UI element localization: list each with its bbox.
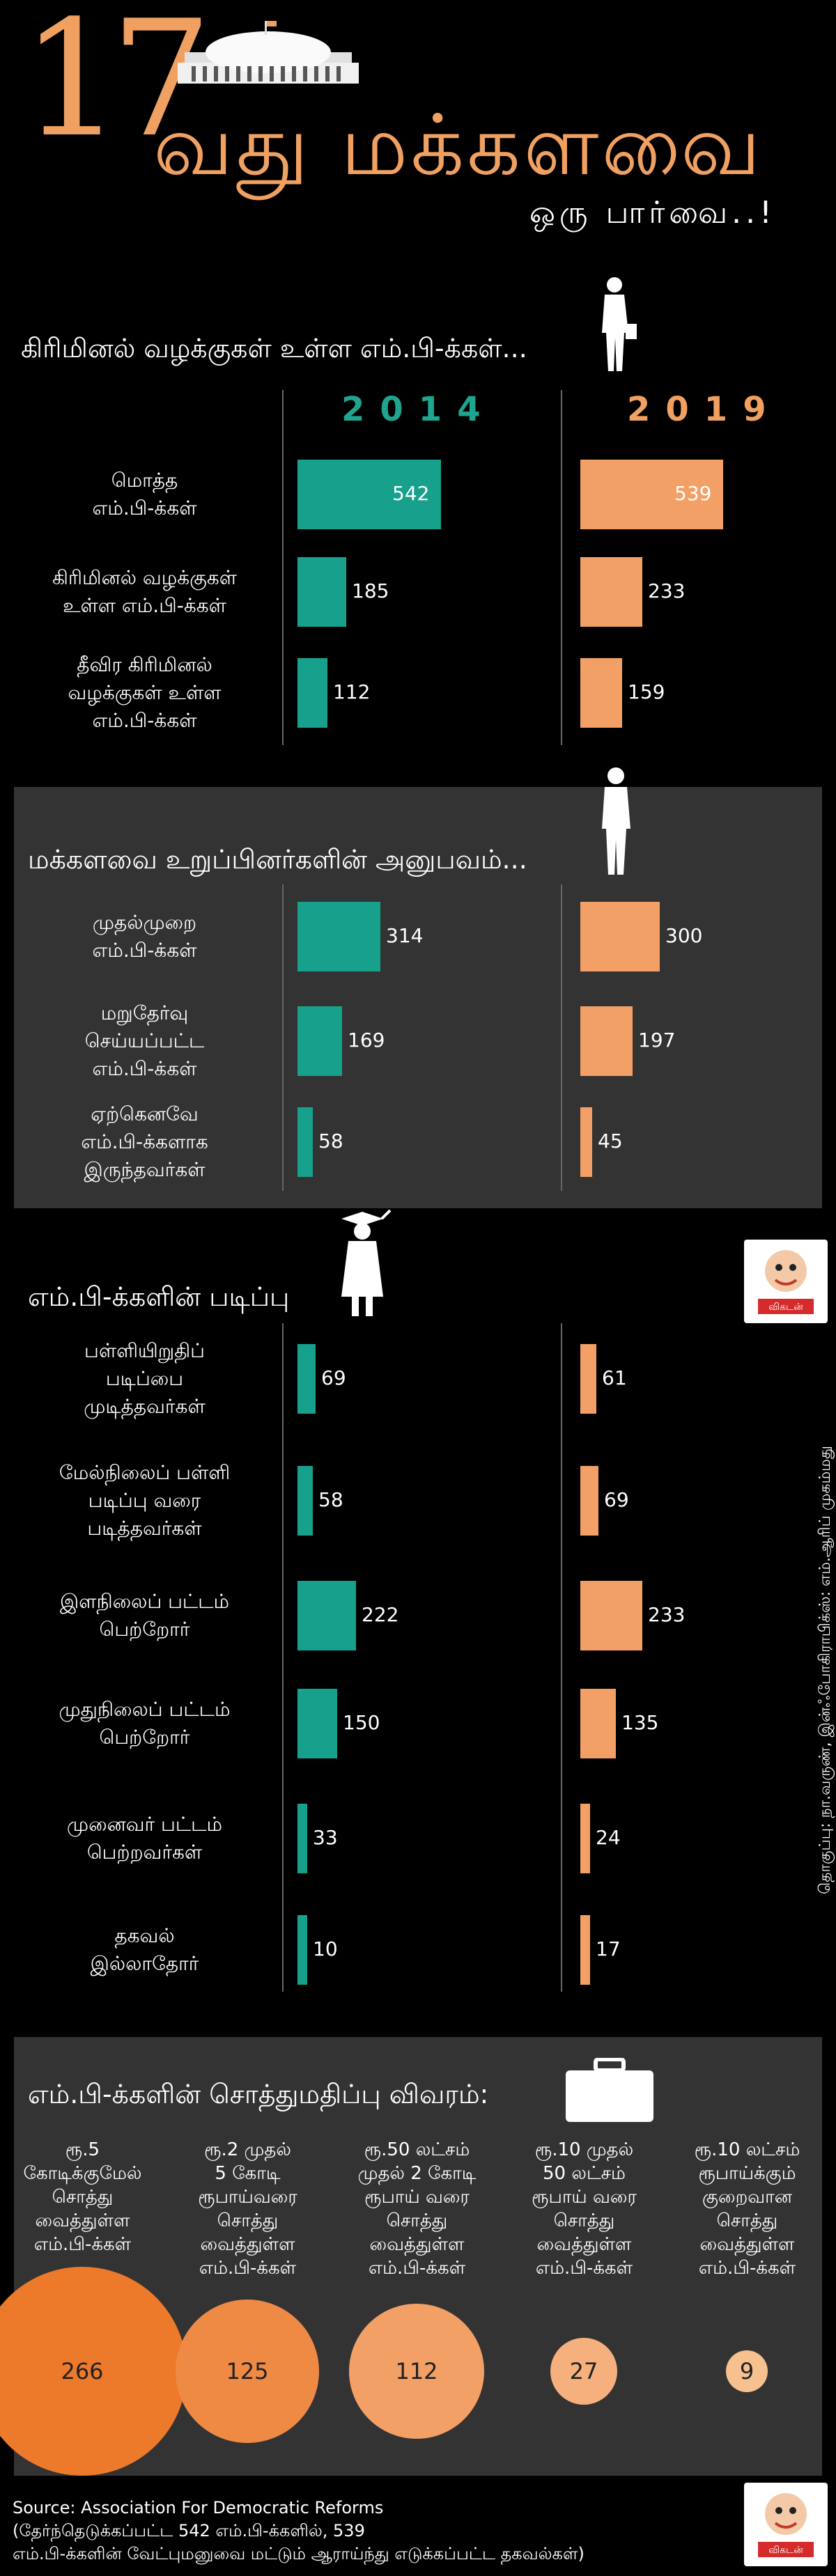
criminal-value-2019-1: 233 <box>648 579 686 602</box>
logo-text: விகடன் <box>768 1302 803 1313</box>
vikatan-logo-footer-icon: விகடன் <box>744 2483 828 2566</box>
axis-2019 <box>561 390 562 745</box>
asset-label-4: ரூ.10 லட்சம் ரூபாய்க்கும் குறைவான சொத்து வைத… <box>694 2139 800 2279</box>
criminal-value-2014-2: 112 <box>333 680 371 703</box>
criminal-bar-2014-2 <box>297 658 327 728</box>
criminal-value-2014-0: 542 <box>392 482 430 505</box>
criminal-bar-2019-1 <box>580 557 642 627</box>
education-value-2014-5: 10 <box>313 1937 338 1960</box>
experience-label-2: ஏற்கெனவே எம்.பி-க்களாக இருந்தவர்கள் <box>81 1102 208 1181</box>
education-value-2014-4: 33 <box>313 1826 338 1849</box>
education-value-2014-1: 58 <box>318 1488 343 1511</box>
experience-value-2014-2: 58 <box>318 1130 343 1153</box>
axis-2014-s3 <box>282 1323 284 1992</box>
section-criminal-title: கிரிமினல் வழக்குகள் உள்ள எம்.பி-க்கள்... <box>21 333 527 364</box>
criminal-label-2: தீவிர கிரிமினல் வழக்குகள் உள்ள எம்.பி-க்கள… <box>68 653 222 732</box>
education-value-2014-3: 150 <box>343 1711 380 1734</box>
education-value-2019-4: 24 <box>596 1826 621 1849</box>
experience-bar-2019-0 <box>580 902 660 971</box>
asset-bubble-0: 266 <box>0 2267 187 2476</box>
header-subtitle: ஒரு பார்வை..! <box>529 195 776 231</box>
section-assets-title: எம்.பி-க்களின் சொத்துமதிப்பு விவரம்: <box>28 2079 489 2109</box>
walking-man-icon <box>602 767 630 875</box>
experience-bar-2014-1 <box>297 1006 342 1076</box>
education-bar-2019-4 <box>580 1804 590 1873</box>
credit-line: தொகுப்பு: நா.வருண், இன்ஃபோகிராபிக்ஸ்: எம… <box>816 1446 834 1894</box>
axis-2014 <box>282 390 284 745</box>
education-label-5: தகவல் இல்லாதோர் <box>90 1924 199 1975</box>
experience-label-1: மறுதேர்வு செய்யப்பட்ட எம்.பி-க்கள் <box>84 1001 205 1080</box>
education-value-2019-0: 61 <box>602 1366 627 1389</box>
education-label-0: பள்ளியிறுதிப் படிப்பை முடித்தவர்கள் <box>84 1339 206 1418</box>
source-line-2: (தேர்ந்தெடுக்கப்பட்ட 542 எம்.பி-க்களில்,… <box>13 2521 365 2540</box>
education-value-2014-0: 69 <box>321 1366 346 1389</box>
asset-bubble-1: 125 <box>176 2300 319 2443</box>
source-note: Source: Association For Democratic Refor… <box>13 2497 585 2566</box>
experience-label-0: முதல்முறை எம்.பி-க்கள் <box>92 911 197 962</box>
education-value-2019-1: 69 <box>604 1488 629 1511</box>
education-bar-2014-2 <box>297 1581 356 1650</box>
logo-text-footer: விகடன் <box>768 2545 803 2556</box>
criminal-value-2019-2: 159 <box>628 680 665 703</box>
criminal-label-0: மொத்த எம்.பி-க்கள் <box>92 469 197 520</box>
experience-bar-2014-0 <box>297 902 380 971</box>
experience-value-2014-0: 314 <box>386 924 424 947</box>
axis-2019-s3 <box>561 1323 562 1992</box>
asset-label-0: ரூ.5 கோடிக்குமேல் சொத்து வைத்துள்ள எம்.பி-க்… <box>23 2139 142 2255</box>
year-2019-label: 2019 <box>627 390 782 429</box>
education-bar-2014-3 <box>297 1689 337 1758</box>
education-label-2: இளநிலைப் பட்டம் பெற்றோர் <box>59 1590 230 1641</box>
vikatan-logo-icon: விகடன் <box>744 1240 828 1323</box>
briefcase-icon <box>566 2058 653 2122</box>
asset-bubble-4: 9 <box>726 2350 768 2392</box>
education-bar-2019-0 <box>580 1344 596 1414</box>
education-label-4: முனைவர் பட்டம் பெற்றவர்கள் <box>66 1813 222 1864</box>
asset-label-3: ரூ.10 முதல் 50 லட்சம் ரூபாய் வரை சொத்து வைத்… <box>532 2139 637 2279</box>
experience-bar-2014-2 <box>297 1107 313 1177</box>
axis-2019-s2 <box>561 884 562 1191</box>
education-bar-2019-1 <box>580 1466 598 1536</box>
education-label-3: முதுநிலைப் பட்டம் பெற்றோர் <box>59 1698 231 1749</box>
source-line-3: எம்.பி-க்களின் வேட்புமனுவை மட்டும் ஆராய்… <box>13 2544 585 2563</box>
criminal-bar-2019-2 <box>580 658 622 728</box>
criminal-bar-2014-0 <box>297 460 441 529</box>
experience-value-2019-1: 197 <box>638 1029 676 1052</box>
experience-value-2019-2: 45 <box>598 1130 623 1153</box>
axis-2014-s2 <box>282 884 284 1191</box>
parliament-building-icon <box>178 21 359 84</box>
education-value-2019-3: 135 <box>621 1711 659 1734</box>
asset-label-2: ரூ.50 லட்சம் முதல் 2 கோடி ரூபாய் வரை சொத்து… <box>357 2139 477 2279</box>
education-value-2014-2: 222 <box>362 1603 399 1626</box>
education-value-2019-2: 233 <box>648 1603 686 1626</box>
education-bar-2019-3 <box>580 1689 616 1758</box>
asset-label-1: ரூ.2 முதல் 5 கோடி ரூபாய்வரை சொத்து வைத்துள்ள… <box>198 2139 297 2279</box>
section-experience-title: மக்களவை உறுப்பினர்களின் அனுபவம்... <box>28 844 527 875</box>
criminal-bar-2019-0 <box>580 460 723 529</box>
criminal-bar-2014-1 <box>297 557 346 627</box>
education-label-1: மேல்நிலைப் பள்ளி படிப்பு வரை படித்தவர்கள் <box>59 1461 231 1540</box>
graduate-icon <box>341 1209 392 1316</box>
education-bar-2014-0 <box>297 1344 316 1414</box>
source-line-1: Source: Association For Democratic Refor… <box>13 2498 384 2518</box>
standing-man-icon <box>602 277 637 371</box>
section-education-title: எம்.பி-க்களின் படிப்பு <box>28 1281 290 1312</box>
education-bar-2019-5 <box>580 1915 590 1985</box>
education-bar-2014-5 <box>297 1915 307 1985</box>
asset-bubble-3: 27 <box>550 2338 617 2405</box>
education-bar-2019-2 <box>580 1581 642 1650</box>
education-bar-2014-4 <box>297 1804 307 1873</box>
criminal-value-2014-1: 185 <box>352 579 389 602</box>
asset-bubble-2: 112 <box>349 2304 484 2439</box>
experience-value-2014-1: 169 <box>348 1029 385 1052</box>
experience-bar-2019-2 <box>580 1107 592 1177</box>
year-2014-label: 2014 <box>341 390 496 429</box>
education-bar-2014-1 <box>297 1466 313 1536</box>
criminal-value-2019-0: 539 <box>674 482 712 505</box>
header-title: வது மக்களவை <box>153 97 764 194</box>
education-value-2019-5: 17 <box>596 1937 621 1960</box>
experience-value-2019-0: 300 <box>665 924 703 947</box>
experience-bar-2019-1 <box>580 1006 633 1076</box>
experience-panel <box>14 787 822 1208</box>
criminal-label-1: கிரிமினல் வழக்குகள் உள்ள எம்.பி-க்கள் <box>52 566 238 617</box>
